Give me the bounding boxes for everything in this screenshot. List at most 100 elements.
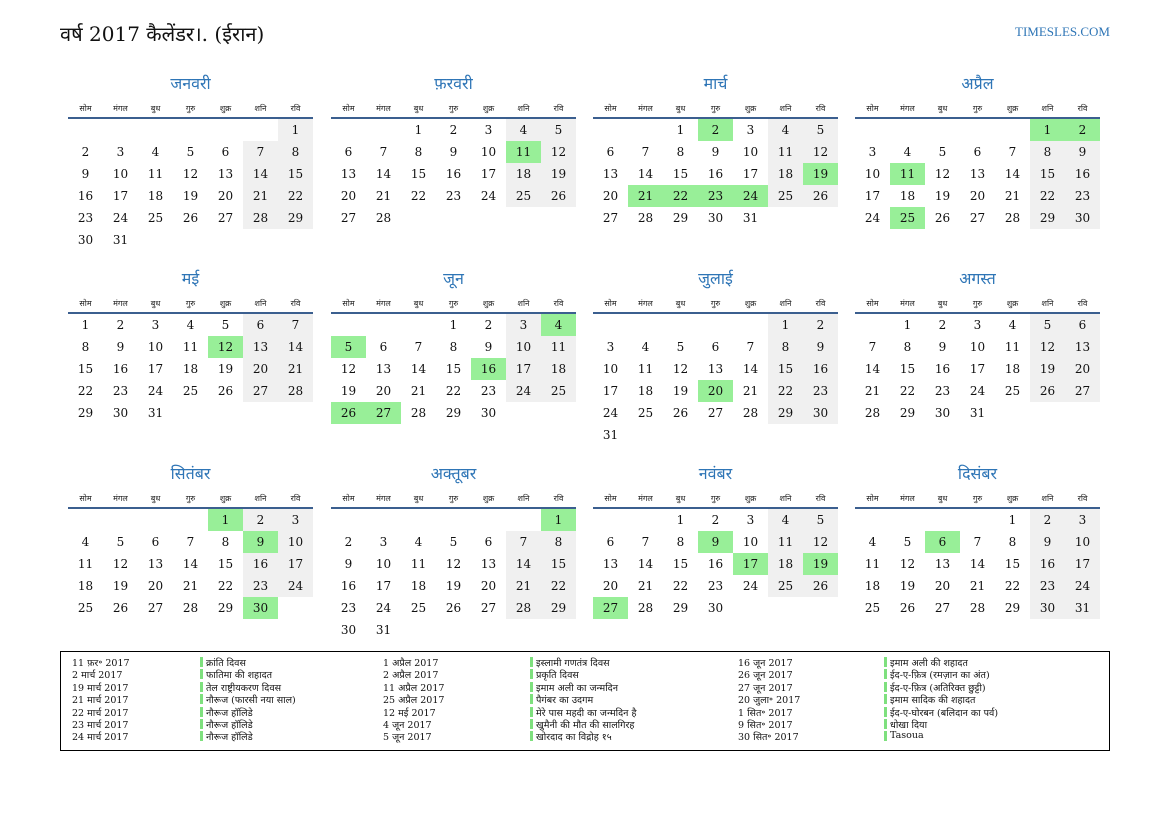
day-cell: 24 <box>278 575 313 597</box>
day-cell: 13 <box>217 167 234 181</box>
weekday-label: सोम <box>604 299 617 308</box>
day-cell: 4 <box>641 340 650 354</box>
day-cell: 26 <box>672 406 689 420</box>
day-cell: 16 <box>445 167 462 181</box>
holiday-date: 11 अप्रैल 2017 <box>383 682 445 694</box>
day-cell: 8 <box>1008 535 1017 549</box>
day-cell: 1 <box>541 509 576 531</box>
holiday-date: 21 मार्च 2017 <box>72 695 129 707</box>
day-cell: 26 <box>182 211 199 225</box>
holiday-marker <box>530 706 533 717</box>
day-cell: 4 <box>506 119 541 141</box>
day-cell: 4 <box>903 145 912 159</box>
day-cell: 7 <box>278 314 313 336</box>
holiday-name: नौरूज हॉलिडे <box>206 720 253 731</box>
weekday-label: मंगल <box>376 494 391 503</box>
weekday-label: मंगल <box>376 104 391 113</box>
day-cell: 16 <box>112 362 129 376</box>
day-cell: 20 <box>375 384 392 398</box>
holiday-legend <box>60 651 1110 751</box>
weekday-label: सोम <box>342 299 355 308</box>
holiday-name: खोरदाद का विद्रोह १५ <box>536 732 612 744</box>
day-cell: 30 <box>803 402 838 424</box>
day-cell: 27 <box>243 380 278 402</box>
day-cell: 9 <box>243 531 278 553</box>
day-cell: 8 <box>221 535 230 549</box>
weekday-label: बुध <box>675 299 686 308</box>
day-cell: 25 <box>890 207 925 229</box>
day-cell: 25 <box>541 380 576 402</box>
weekday-label: शनि <box>517 104 530 113</box>
weekday-label: गुरु <box>710 104 721 113</box>
day-cell: 6 <box>221 145 230 159</box>
holiday-name: नौरूज हॉलिडे <box>206 732 253 744</box>
weekday-label: बुध <box>413 104 424 113</box>
day-cell: 16 <box>243 553 278 575</box>
day-cell: 27 <box>707 406 724 420</box>
day-cell: 12 <box>672 362 689 376</box>
site-link[interactable]: TIMESLES.COM <box>1015 24 1110 39</box>
day-cell: 25 <box>1004 384 1021 398</box>
month-name: नवंबर <box>698 464 733 483</box>
weekday-label: मंगल <box>638 299 653 308</box>
day-cell: 2 <box>803 314 838 336</box>
day-cell: 20 <box>147 579 164 593</box>
day-cell: 13 <box>147 557 164 571</box>
day-cell: 8 <box>676 535 685 549</box>
holiday-marker <box>200 681 203 692</box>
day-cell: 24 <box>742 579 759 593</box>
day-cell: 4 <box>541 314 576 336</box>
weekday-label: शुक्र <box>482 299 495 308</box>
day-cell: 28 <box>506 597 541 619</box>
day-cell: 5 <box>541 119 576 141</box>
day-cell: 27 <box>934 601 951 615</box>
weekday-label: रवि <box>290 299 301 308</box>
day-cell: 20 <box>698 380 733 402</box>
day-cell: 29 <box>899 406 916 420</box>
holiday-marker <box>530 669 533 680</box>
day-cell: 15 <box>1004 557 1021 571</box>
day-cell: 16 <box>934 362 951 376</box>
day-cell: 2 <box>449 123 458 137</box>
day-cell: 1 <box>81 318 90 332</box>
day-cell: 2 <box>698 119 733 141</box>
weekday-label: गुरु <box>972 104 983 113</box>
day-cell: 1 <box>676 513 685 527</box>
weekday-label: सोम <box>79 494 92 503</box>
day-cell: 18 <box>541 358 576 380</box>
day-cell: 27 <box>147 601 164 615</box>
day-cell: 5 <box>803 509 838 531</box>
month-name: अप्रैल <box>961 74 994 93</box>
month-name: दिसंबर <box>957 464 998 483</box>
day-cell: 30 <box>1030 597 1065 619</box>
day-cell: 6 <box>151 535 160 549</box>
day-cell: 21 <box>628 185 663 207</box>
header-rule <box>855 117 1100 119</box>
day-cell: 16 <box>1030 553 1065 575</box>
holiday-name: इस्लामी गणतंत्र दिवस <box>536 658 610 669</box>
day-cell: 15 <box>77 362 94 376</box>
day-cell: 30 <box>707 601 724 615</box>
day-cell: 22 <box>672 579 689 593</box>
day-cell: 15 <box>541 553 576 575</box>
holiday-name: खुमैनी की मौत की सालगिरह <box>536 720 635 731</box>
day-cell: 23 <box>77 211 94 225</box>
day-cell: 31 <box>1065 597 1100 619</box>
holiday-date: 11 फ़र॰ 2017 <box>72 658 130 669</box>
day-cell: 24 <box>969 384 986 398</box>
day-cell: 3 <box>379 535 388 549</box>
holiday-marker <box>530 694 533 705</box>
day-cell: 28 <box>864 406 881 420</box>
header-rule <box>68 507 313 509</box>
day-cell: 17 <box>969 362 986 376</box>
day-cell: 26 <box>112 601 129 615</box>
day-cell: 30 <box>112 406 129 420</box>
holiday-marker <box>530 657 533 667</box>
weekday-label: शुक्र <box>482 104 495 113</box>
day-cell: 15 <box>217 557 234 571</box>
day-cell: 23 <box>1030 575 1065 597</box>
day-cell: 14 <box>278 336 313 358</box>
weekday-label: सोम <box>342 494 355 503</box>
day-cell: 31 <box>969 406 986 420</box>
day-cell: 11 <box>890 163 925 185</box>
